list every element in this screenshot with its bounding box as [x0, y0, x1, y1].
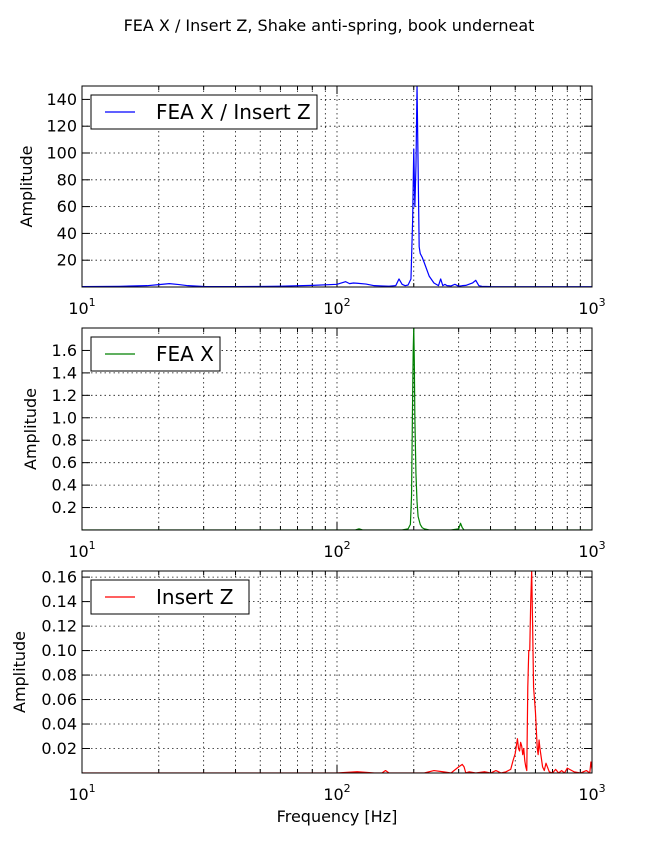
subplot-fea-x: 0.2 0.4 0.6 0.8 1.0 1.2 1.4 1.6 101 102 103 Amplitu… [21, 327, 606, 561]
series-line [82, 86, 592, 287]
y-axis-label: Amplitude [21, 388, 40, 470]
x-tick-label: 103 [578, 296, 605, 318]
y-tick-label: 100 [46, 144, 77, 163]
x-tick-label: 102 [323, 782, 350, 804]
y-tick-label: 0.8 [52, 431, 77, 450]
y-tick-label: 0.2 [52, 498, 77, 517]
legend-label: Insert Z [156, 585, 233, 609]
subplot-insert-z: 0.02 0.04 0.06 0.08 0.10 0.12 0.14 0.16 101 102 10… [10, 568, 606, 804]
y-tick-label: 1.2 [52, 386, 77, 405]
x-tick-label: 101 [68, 296, 95, 318]
y-tick-label: 0.14 [41, 592, 77, 611]
axes-frame [81, 327, 593, 531]
y-axis-label: Amplitude [10, 631, 29, 713]
y-axis-label: Amplitude [17, 146, 36, 228]
y-tick-label: 0.06 [41, 690, 77, 709]
y-tick-label: 20 [57, 251, 77, 270]
y-tick-label: 1.6 [52, 341, 77, 360]
y-tick-label: 80 [57, 170, 77, 189]
y-tick-label: 0.04 [41, 715, 77, 734]
figure-title: FEA X / Insert Z, Shake anti-spring, boo… [124, 16, 535, 35]
y-tick-label: 1.4 [52, 363, 77, 382]
y-tick-label: 0.02 [41, 739, 77, 758]
legend-label: FEA X / Insert Z [156, 100, 311, 124]
subplot-fea-x-insert-z: 20 40 60 80 100 120 140 101 102 103 Amplitude FEA X… [17, 85, 606, 318]
y-tick-label: 1.0 [52, 408, 77, 427]
y-tick-label: 0.6 [52, 453, 77, 472]
y-tick-label: 0.12 [41, 617, 77, 636]
series-line [82, 328, 592, 530]
x-tick-label: 101 [68, 782, 95, 804]
y-tick-label: 0.08 [41, 666, 77, 685]
y-tick-label: 140 [46, 90, 77, 109]
y-tick-label: 120 [46, 117, 77, 136]
y-tick-label: 60 [57, 197, 77, 216]
x-tick-label: 103 [578, 782, 605, 804]
y-tick-label: 0.16 [41, 568, 77, 587]
axes-frame [81, 85, 593, 288]
legend-label: FEA X [156, 342, 214, 366]
x-axis-label: Frequency [Hz] [277, 807, 398, 826]
y-tick-label: 0.10 [41, 641, 77, 660]
y-tick-label: 40 [57, 224, 77, 243]
axes-frame [81, 570, 593, 774]
x-tick-label: 103 [578, 539, 605, 561]
x-tick-label: 101 [68, 539, 95, 561]
x-tick-label: 102 [323, 296, 350, 318]
y-tick-label: 0.4 [52, 476, 77, 495]
x-tick-label: 102 [323, 539, 350, 561]
